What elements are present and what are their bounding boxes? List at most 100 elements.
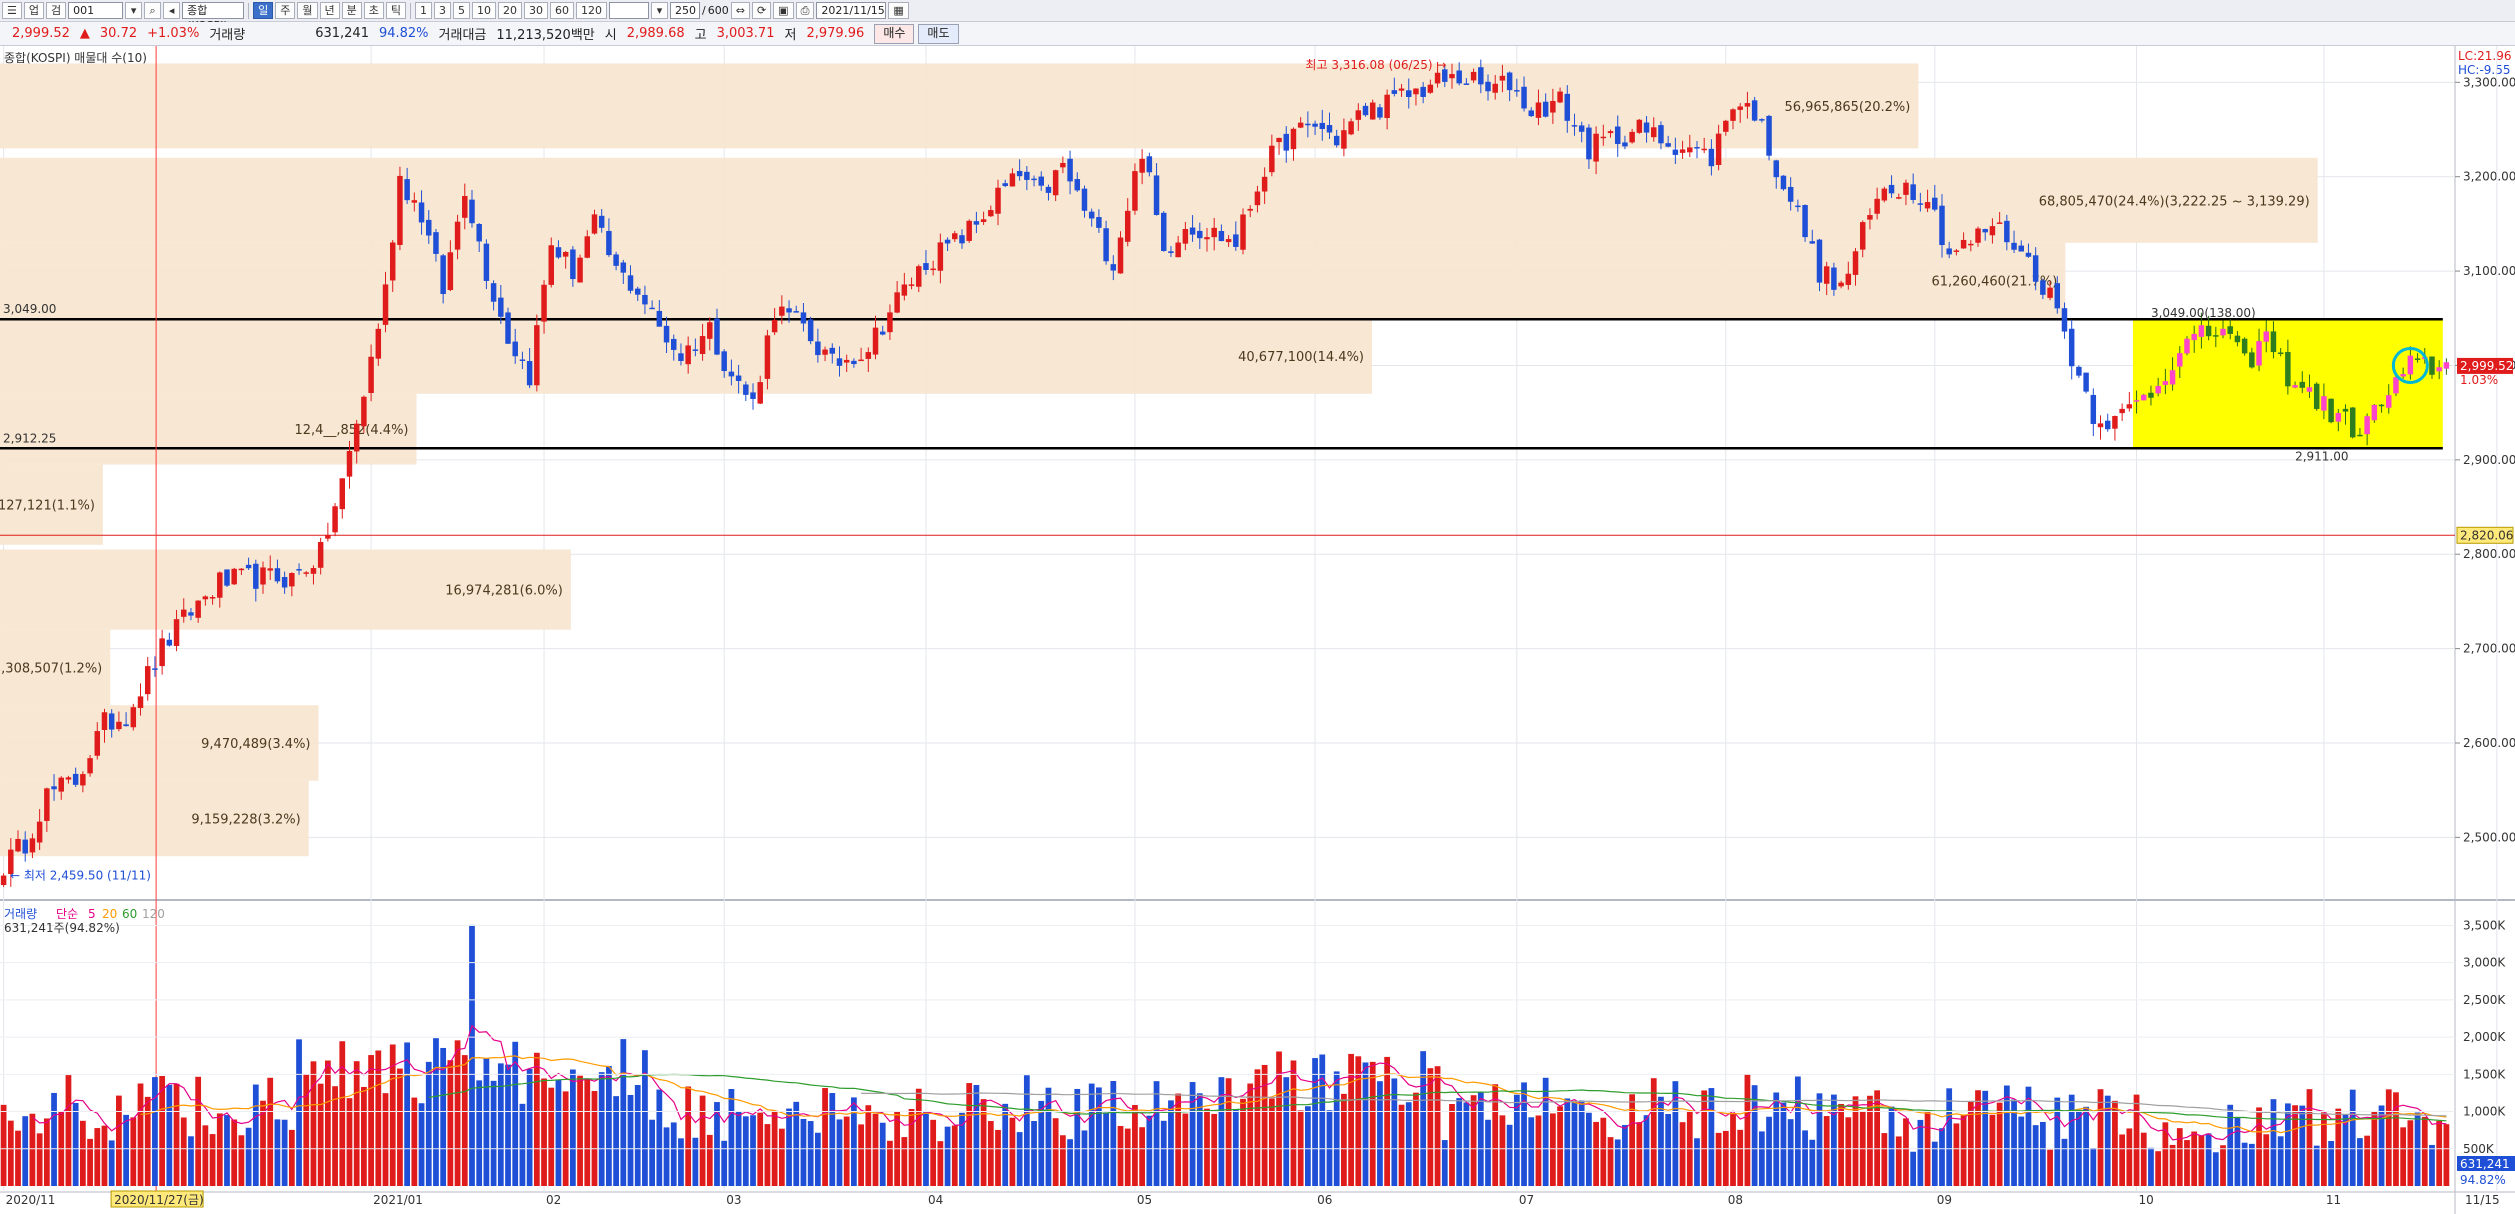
candle	[2213, 335, 2219, 337]
candle	[1312, 123, 1318, 127]
candle	[1679, 149, 1686, 153]
calendar-icon[interactable]: ▦	[888, 2, 909, 19]
minute-3[interactable]: 3	[434, 2, 451, 19]
volume-bar	[966, 1083, 973, 1186]
volume-bar	[2306, 1089, 2313, 1186]
menu-icon[interactable]: ☰	[2, 2, 22, 19]
candle	[728, 371, 735, 377]
total-count: 600	[707, 4, 729, 17]
tab-minute[interactable]: 분	[341, 2, 362, 19]
candle	[1701, 148, 1707, 151]
candle	[1787, 186, 1794, 202]
tab-second[interactable]: 초	[363, 2, 384, 19]
volume-bar	[1874, 1090, 1881, 1186]
candle	[2104, 420, 2111, 430]
minute-5[interactable]: 5	[453, 2, 470, 19]
candle	[764, 335, 771, 379]
custom-period-input[interactable]	[609, 2, 649, 19]
tab-day[interactable]: 일	[253, 2, 274, 19]
candle	[2429, 356, 2435, 375]
volume-bar	[2349, 1089, 2356, 1186]
candle	[692, 349, 699, 351]
volume-bar	[858, 1124, 864, 1186]
candle	[2040, 280, 2046, 295]
minute-60[interactable]: 60	[550, 2, 574, 19]
candle	[2061, 308, 2068, 332]
save-icon[interactable]: ▣	[773, 2, 794, 19]
volume-bar	[1211, 1113, 1218, 1186]
market-select[interactable]: 업	[23, 2, 44, 19]
volume-bar	[2292, 1105, 2298, 1186]
minute-10[interactable]: 10	[472, 2, 496, 19]
minute-1[interactable]: 1	[415, 2, 432, 19]
volume-bar	[2068, 1094, 2075, 1186]
volume-bar	[1204, 1108, 1210, 1186]
candle	[80, 774, 86, 786]
candle	[1535, 102, 1542, 118]
candle	[361, 396, 367, 427]
display-count-input[interactable]: 250	[670, 2, 700, 19]
volume-bar	[1888, 1106, 1895, 1186]
volume-bar	[202, 1125, 209, 1186]
volume-bar	[1996, 1102, 2003, 1186]
volume-bar	[1672, 1081, 1679, 1186]
candle	[1197, 230, 1203, 239]
candlestick-chart[interactable]: 종합(KOSPI) 매물대 수(10) 3,300.00 3,200.00 3,100…	[0, 46, 2515, 1214]
volume-bar	[1341, 1093, 1347, 1186]
volume-bar	[1492, 1084, 1499, 1186]
candle	[606, 230, 612, 256]
volume-bar	[353, 1061, 360, 1186]
volume-bar	[1470, 1095, 1477, 1186]
volume-readout: 631,241주(94.82%)	[4, 921, 120, 935]
candle	[1867, 215, 1873, 220]
volume-bar	[541, 1078, 547, 1186]
minute-20[interactable]: 20	[498, 2, 522, 19]
date-input[interactable]: 2021/11/15	[816, 2, 887, 19]
candle	[289, 573, 295, 587]
buy-button[interactable]: 매수	[874, 23, 915, 44]
sell-button[interactable]: 매도	[918, 23, 959, 44]
candle	[137, 696, 144, 708]
candle	[2083, 372, 2089, 392]
tab-year[interactable]: 년	[319, 2, 340, 19]
search-icon[interactable]: ⌕	[144, 2, 162, 19]
minute-30[interactable]: 30	[524, 2, 548, 19]
tab-week[interactable]: 주	[275, 2, 296, 19]
zoom-icon[interactable]: ⇔	[730, 2, 750, 19]
candle	[411, 200, 418, 203]
candle	[1153, 175, 1160, 215]
tab-tick[interactable]: 틱	[385, 2, 406, 19]
crosshair-date-badge	[110, 1190, 204, 1208]
x-tick-label: 08	[1728, 1193, 1743, 1207]
symbol-code-input[interactable]: 001	[68, 2, 124, 19]
search-type-button[interactable]: 검	[46, 2, 67, 19]
candle	[2277, 352, 2284, 354]
candle	[1038, 176, 1044, 186]
volume-bar	[959, 1112, 965, 1186]
candle	[2090, 394, 2097, 424]
candle	[1514, 90, 1520, 92]
minute-120[interactable]: 120	[576, 2, 607, 19]
candle	[2349, 407, 2356, 438]
print-icon[interactable]: ⎙	[795, 2, 815, 19]
volume-bar	[1002, 1103, 1009, 1186]
candle	[2076, 366, 2082, 376]
volume-bar	[1903, 1118, 1909, 1186]
prev-symbol-icon[interactable]: ◂	[163, 2, 181, 19]
reference-line-value: 2,820.06	[2460, 528, 2513, 542]
candle	[1823, 266, 1830, 284]
tab-month[interactable]: 월	[297, 2, 318, 19]
candle	[2371, 404, 2378, 421]
spinner-icon[interactable]: ▾	[651, 2, 668, 19]
candle	[1146, 156, 1153, 173]
dropdown-icon[interactable]: ▾	[125, 2, 143, 19]
candle	[22, 839, 28, 854]
volume-bar	[1283, 1077, 1290, 1186]
refresh-icon[interactable]: ⟳	[751, 2, 772, 19]
volume-bar	[1578, 1100, 1585, 1186]
volume-bar	[324, 1060, 331, 1186]
ma-label-60: 60	[122, 907, 137, 921]
volume-profile-label: 61,260,460(21.7%)	[1931, 275, 2057, 290]
candle	[750, 392, 756, 399]
volume-bar	[216, 1113, 223, 1186]
